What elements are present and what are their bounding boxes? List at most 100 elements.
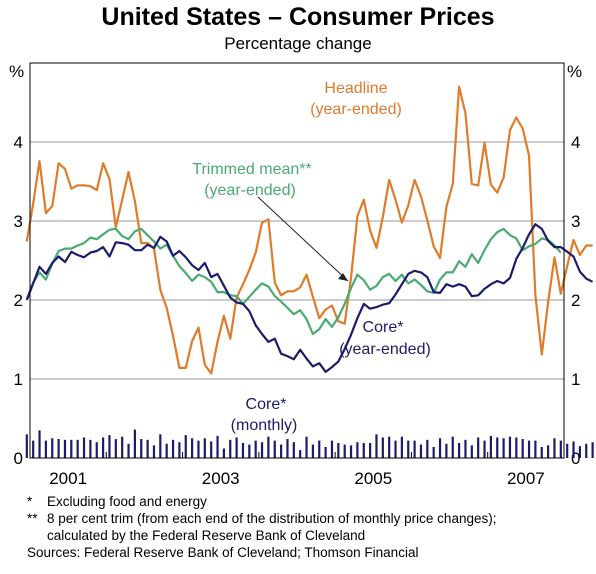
bar-core-monthly — [273, 440, 276, 458]
y-tick-right-0: 0 — [571, 449, 580, 468]
bar-core-monthly — [260, 442, 264, 458]
x-tick-2005: 2005 — [354, 469, 392, 488]
bar-core-monthly — [89, 439, 92, 458]
y-tick-right-4: 4 — [571, 133, 580, 152]
y-unit-left: % — [9, 62, 24, 81]
bar-core-monthly — [299, 450, 302, 458]
bar-core-monthly — [515, 437, 518, 458]
sources: Sources: Federal Reserve Bank of Clevela… — [27, 545, 419, 560]
bar-core-monthly — [521, 439, 524, 458]
label-core-ye-sub: (year-ended) — [339, 341, 431, 358]
y-tick-right-1: 1 — [571, 370, 580, 389]
bar-core-monthly — [451, 436, 454, 458]
label-trimmed-mean-sub: (year-ended) — [204, 182, 296, 199]
y-tick-left-1: 1 — [14, 370, 23, 389]
bar-core-monthly — [349, 445, 353, 458]
bar-core-monthly — [178, 442, 181, 458]
bar-core-monthly — [235, 437, 238, 458]
footnote-2-cont: calculated by the Federal Reserve Bank o… — [47, 528, 366, 543]
bar-core-monthly — [394, 440, 397, 458]
label-core-monthly-sub: (monthly) — [231, 417, 298, 434]
bar-core-monthly — [51, 438, 54, 458]
bar-core-monthly — [458, 442, 461, 458]
bar-core-monthly — [527, 440, 531, 458]
bar-core-monthly — [489, 435, 492, 458]
bar-core-monthly — [578, 446, 581, 458]
footnote-1-text: Excluding food and energy — [47, 494, 207, 509]
bar-core-monthly — [445, 443, 448, 458]
bar-core-monthly — [496, 437, 499, 458]
bar-core-monthly — [292, 442, 295, 458]
bar-core-monthly — [369, 442, 372, 458]
bar-core-monthly — [146, 439, 149, 458]
bar-core-monthly — [222, 448, 225, 458]
bar-core-monthly — [502, 438, 505, 458]
bar-core-monthly — [210, 441, 213, 458]
bar-core-monthly — [318, 440, 321, 458]
x-tick-2007: 2007 — [507, 469, 545, 488]
y-tick-left-0: 0 — [14, 449, 23, 468]
bar-core-monthly — [464, 439, 467, 458]
bar-core-monthly — [330, 440, 334, 458]
y-tick-left-3: 3 — [14, 212, 23, 231]
bar-core-monthly — [553, 438, 556, 458]
footnote-1: * Excluding food and energy — [27, 493, 587, 510]
bar-core-monthly — [114, 439, 117, 458]
bar-core-monthly — [470, 445, 473, 458]
bar-core-monthly — [102, 437, 105, 458]
axis-ticks: 0 0 1 1 2 2 3 3 4 4 2001 2003 2005 2007 — [14, 133, 581, 488]
bar-core-monthly — [381, 437, 384, 458]
bar-core-monthly — [477, 437, 480, 458]
footnote-2: ** 8 per cent trim (from each end of the … — [27, 510, 587, 527]
bar-core-monthly — [375, 434, 378, 458]
bar-core-monthly — [108, 435, 111, 458]
series-lines — [25, 85, 594, 375]
x-tick-2003: 2003 — [202, 469, 240, 488]
bar-core-monthly — [483, 440, 486, 458]
y-tick-left-2: 2 — [14, 291, 23, 310]
bar-core-monthly — [337, 442, 340, 458]
footnote-1-mark: * — [27, 494, 33, 509]
bar-core-monthly — [267, 436, 270, 458]
bar-core-monthly — [362, 442, 365, 458]
annotations: Headline (year-ended) Trimmed mean** (ye… — [192, 80, 431, 434]
bar-core-monthly — [547, 445, 550, 458]
bar-core-monthly — [38, 430, 41, 458]
bar-core-monthly — [203, 438, 206, 458]
bar-core-monthly — [127, 443, 130, 458]
bar-core-monthly — [438, 438, 442, 458]
bar-core-monthly — [311, 444, 314, 458]
chart-title: United States – Consumer Prices — [101, 3, 494, 31]
bar-core-monthly — [572, 441, 575, 458]
bar-core-monthly — [82, 437, 86, 458]
label-core-ye: Core* — [363, 319, 404, 336]
bar-core-monthly — [254, 440, 257, 458]
bar-core-monthly — [286, 439, 289, 458]
trimmed-mean-arrow — [257, 196, 349, 282]
bar-core-monthly — [566, 443, 569, 458]
bar-core-monthly — [70, 439, 73, 458]
chart: United States – Consumer Prices Percenta… — [9, 3, 594, 488]
core-monthly-bars — [25, 429, 594, 458]
footnote-2-text: 8 per cent trim (from each end of the di… — [47, 511, 497, 526]
x-tick-2001: 2001 — [49, 469, 87, 488]
bar-core-monthly — [400, 436, 403, 458]
label-trimmed-mean: Trimmed mean** — [192, 161, 311, 178]
line-core — [25, 223, 594, 373]
footnote-2-mark: ** — [27, 511, 38, 526]
bar-core-monthly — [95, 442, 98, 458]
bar-core-monthly — [343, 444, 346, 458]
bar-core-monthly — [32, 440, 35, 458]
grid — [30, 141, 564, 380]
bar-core-monthly — [534, 440, 537, 458]
label-core-monthly: Core* — [246, 396, 287, 413]
bar-core-monthly — [159, 434, 162, 458]
bar-core-monthly — [591, 442, 594, 458]
bar-core-monthly — [63, 439, 67, 458]
y-tick-right-3: 3 — [571, 212, 580, 231]
bar-core-monthly — [25, 434, 28, 458]
bar-core-monthly — [426, 439, 429, 458]
bar-core-monthly — [44, 440, 47, 458]
bar-core-monthly — [121, 436, 124, 458]
bar-core-monthly — [585, 443, 588, 458]
